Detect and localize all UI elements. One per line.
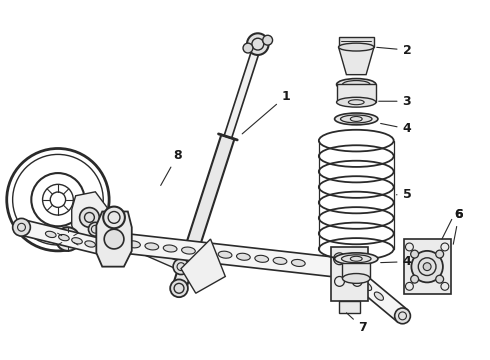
Circle shape: [173, 259, 189, 275]
Text: 4: 4: [381, 255, 411, 268]
Ellipse shape: [200, 249, 214, 256]
Circle shape: [436, 275, 443, 283]
Polygon shape: [339, 261, 408, 322]
Ellipse shape: [72, 238, 82, 244]
Bar: [339, 301, 360, 313]
Circle shape: [394, 308, 411, 324]
Text: 5: 5: [396, 188, 411, 201]
Ellipse shape: [237, 253, 250, 260]
Text: 8: 8: [161, 149, 182, 185]
Ellipse shape: [335, 253, 378, 265]
Bar: [339, 37, 374, 47]
Ellipse shape: [126, 241, 140, 248]
Ellipse shape: [374, 292, 384, 300]
Ellipse shape: [163, 245, 177, 252]
Ellipse shape: [335, 113, 378, 125]
Ellipse shape: [343, 81, 370, 89]
Circle shape: [103, 207, 125, 228]
Polygon shape: [97, 212, 132, 267]
Circle shape: [13, 219, 30, 236]
Text: 6: 6: [455, 208, 464, 221]
Ellipse shape: [337, 97, 376, 107]
Bar: [337, 85, 376, 102]
Circle shape: [436, 250, 443, 258]
Ellipse shape: [363, 282, 371, 291]
Text: 3: 3: [379, 95, 411, 108]
Circle shape: [411, 275, 418, 283]
Ellipse shape: [337, 78, 376, 90]
Bar: [404, 239, 451, 294]
Text: 6: 6: [453, 208, 464, 244]
Polygon shape: [72, 192, 107, 239]
Circle shape: [412, 251, 443, 282]
Ellipse shape: [255, 255, 269, 262]
Polygon shape: [181, 239, 225, 293]
Ellipse shape: [85, 241, 96, 247]
Ellipse shape: [343, 274, 370, 283]
Polygon shape: [172, 135, 234, 291]
Ellipse shape: [339, 43, 374, 51]
Polygon shape: [224, 43, 262, 138]
Bar: [331, 247, 368, 301]
Ellipse shape: [59, 234, 69, 241]
Ellipse shape: [292, 260, 305, 266]
Polygon shape: [20, 220, 104, 255]
Circle shape: [104, 229, 124, 249]
Circle shape: [247, 33, 269, 55]
Circle shape: [56, 227, 79, 251]
Circle shape: [89, 222, 102, 236]
Ellipse shape: [342, 255, 371, 263]
Ellipse shape: [273, 257, 287, 264]
Polygon shape: [94, 226, 183, 270]
Ellipse shape: [182, 247, 196, 254]
Text: 4: 4: [381, 122, 411, 135]
Bar: [343, 263, 370, 278]
Ellipse shape: [46, 231, 56, 238]
Polygon shape: [103, 231, 349, 278]
Ellipse shape: [351, 273, 360, 281]
Ellipse shape: [145, 243, 159, 250]
Circle shape: [263, 35, 272, 45]
Circle shape: [79, 208, 99, 227]
Polygon shape: [339, 47, 374, 75]
Text: 2: 2: [377, 44, 411, 57]
Text: 7: 7: [346, 313, 367, 334]
Circle shape: [243, 43, 253, 53]
Circle shape: [170, 279, 188, 297]
Circle shape: [411, 250, 418, 258]
Ellipse shape: [341, 115, 372, 123]
Text: 1: 1: [242, 90, 290, 134]
Ellipse shape: [218, 251, 232, 258]
Circle shape: [423, 263, 431, 271]
